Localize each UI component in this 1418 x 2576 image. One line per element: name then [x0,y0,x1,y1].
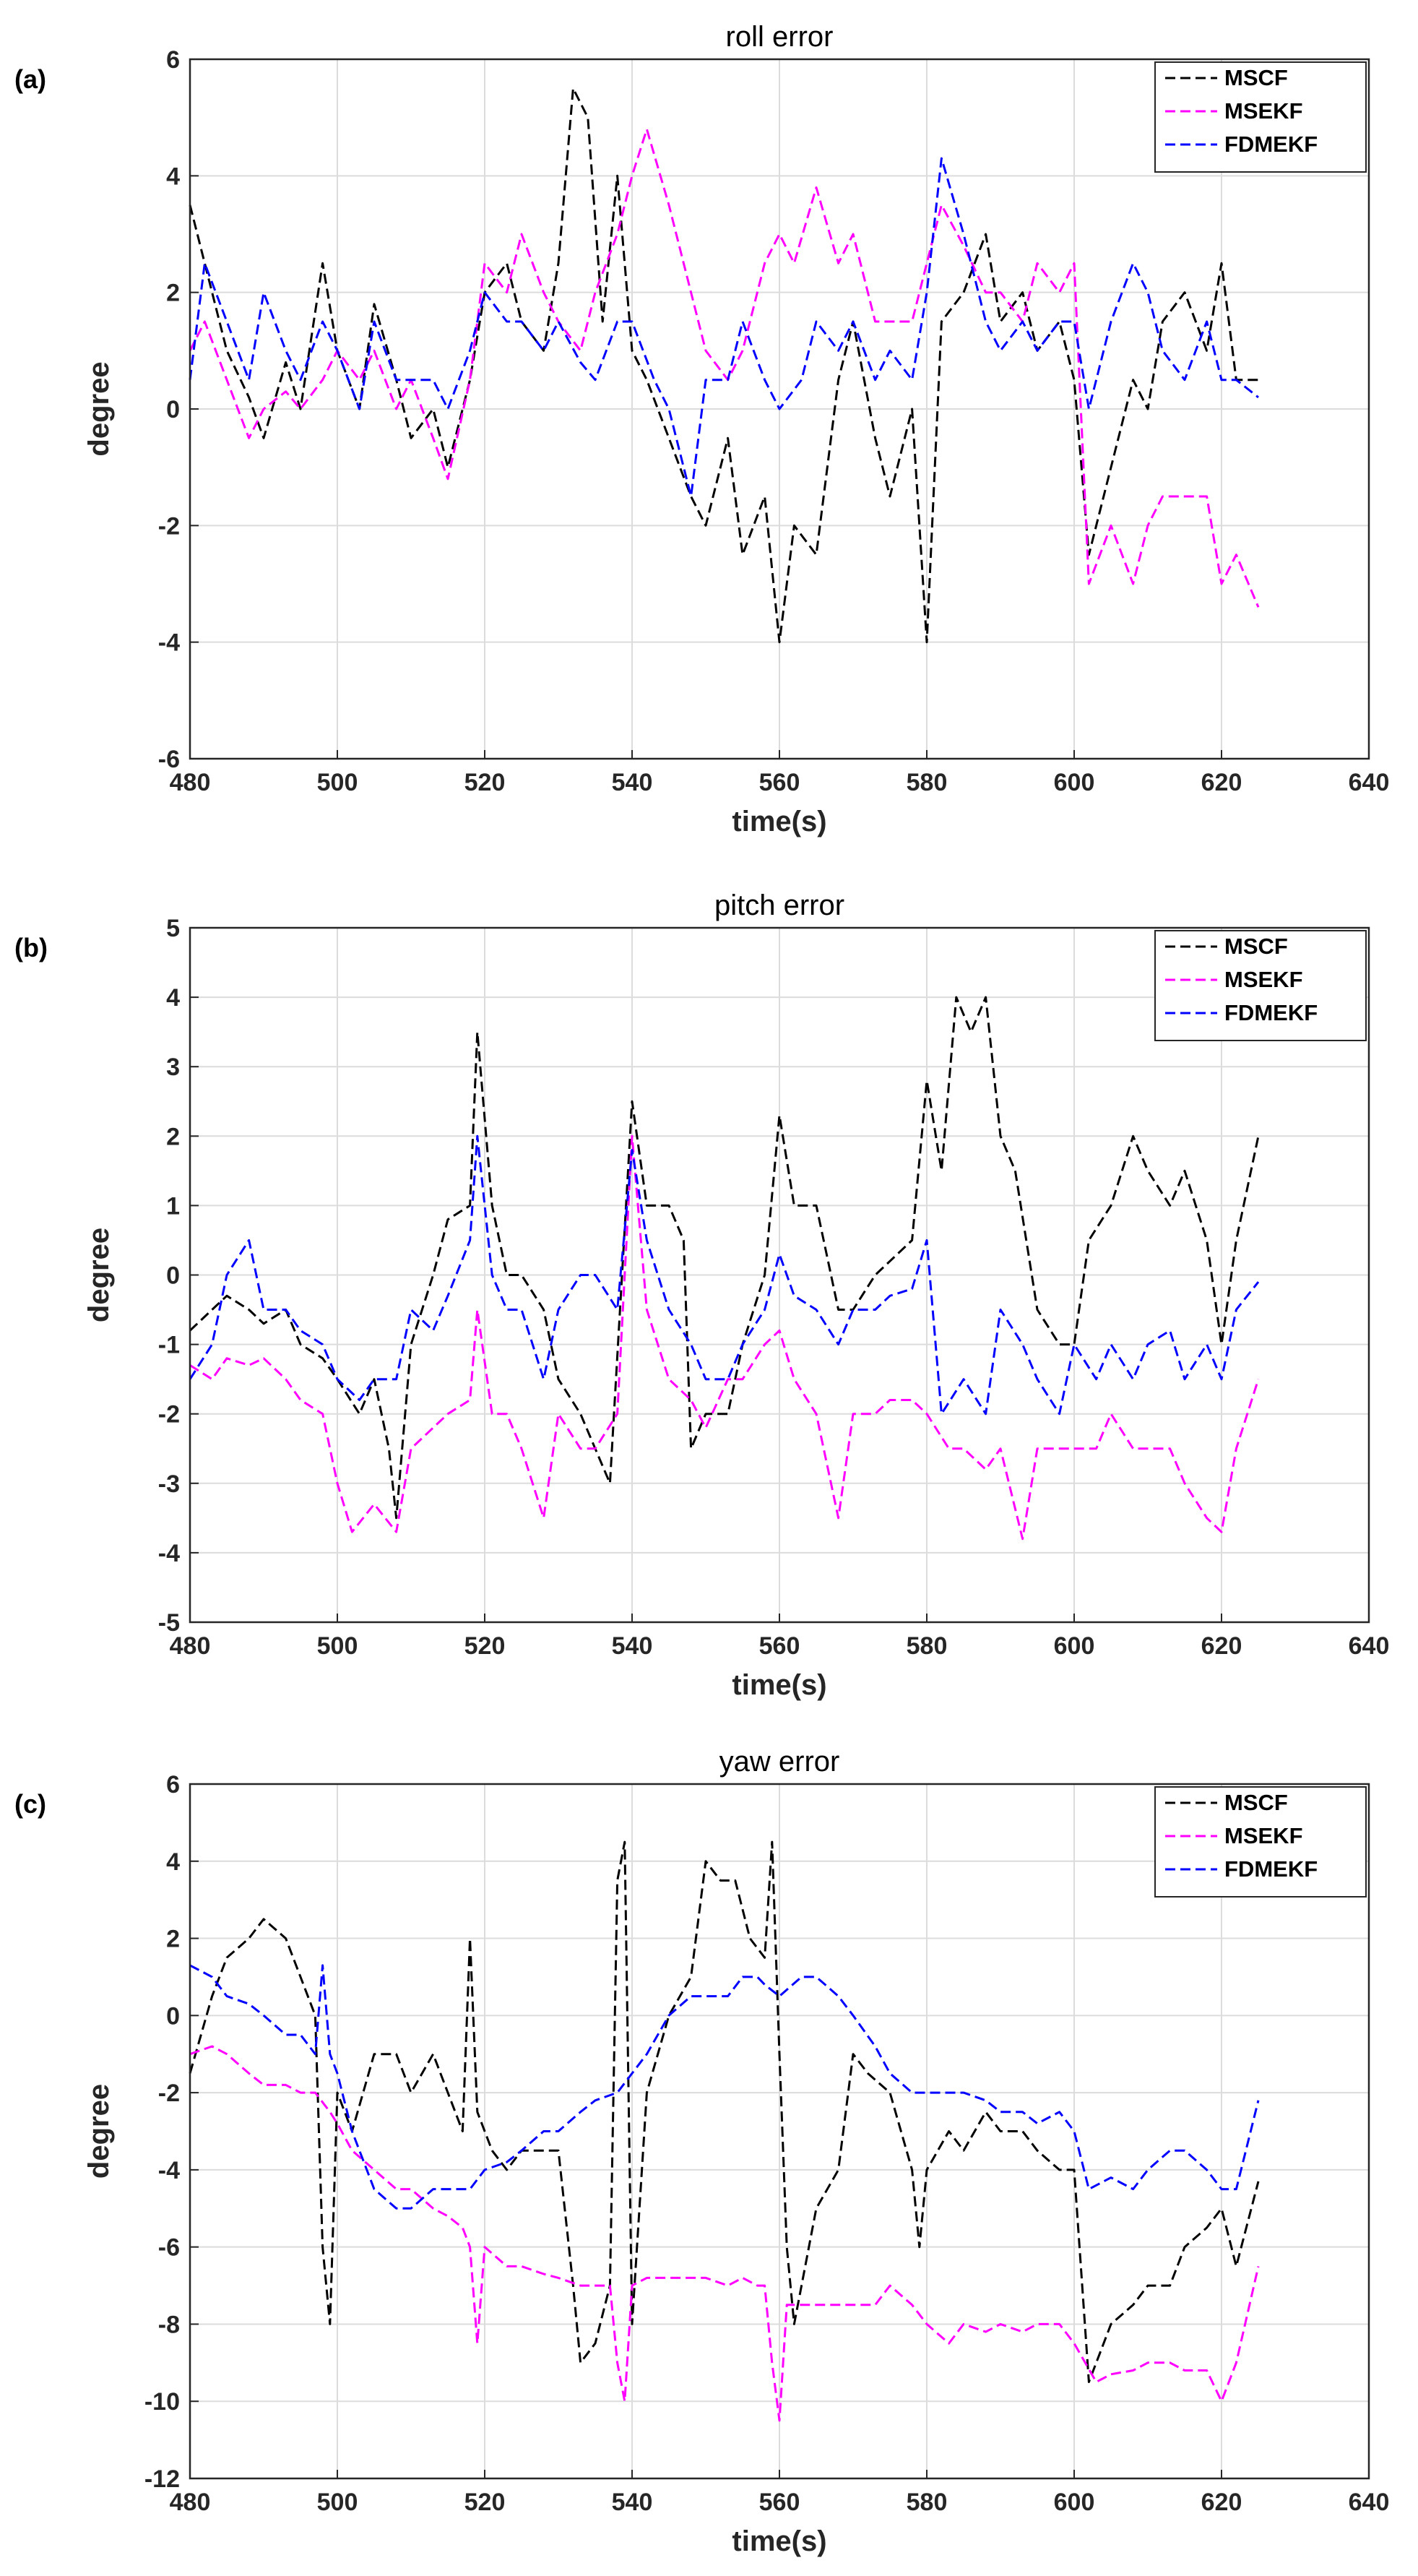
roll-error-x-tick-label: 520 [464,769,506,796]
yaw-error-x-tick-label: 560 [759,2489,800,2516]
yaw-error-x-axis-label: time(s) [732,2525,826,2557]
yaw-error-x-tick-label: 640 [1349,2489,1390,2516]
pitch-error-title: pitch error [714,889,844,921]
yaw-error-y-axis-label: degree [83,2084,115,2179]
yaw-error-legend-entry-mscf: MSCF [1224,1790,1288,1815]
roll-error-legend-box [1154,61,1367,173]
pitch-error-x-tick-label: 560 [759,1632,800,1660]
pitch-error-legend-entry-mscf: MSCF [1224,934,1288,959]
yaw-error-legend: MSCF MSEKF FDMEKF [1154,1786,1367,1897]
roll-error-x-tick-label: 560 [759,769,800,796]
pitch-error-y-tick-label: 3 [166,1054,180,1081]
pitch-error-x-tick-label: 480 [170,1632,211,1660]
pitch-error-x-tick-label: 520 [464,1632,506,1660]
roll-error-legend-entry-fdmekf: FDMEKF [1224,132,1318,157]
yaw-error-series-msekf-line [189,2045,1260,2422]
roll-error-x-tick-label: 640 [1349,769,1390,796]
pitch-error-series-mscf-line [189,996,1260,1520]
yaw-error-x-tick-label: 520 [464,2489,506,2516]
roll-error-x-axis-label: time(s) [732,806,826,837]
roll-error-y-tick-label: 0 [166,396,180,423]
pitch-error-legend-box [1154,930,1367,1041]
roll-error-series-fdmekf-line [189,157,1259,498]
roll-error-legend: MSCF MSEKF FDMEKF [1154,61,1367,173]
yaw-error-y-tick-label: -8 [158,2311,180,2338]
pitch-error-y-tick-label: 5 [166,915,180,942]
roll-error-x-tick-label: 580 [907,769,948,796]
pitch-error-y-axis-label: degree [83,1228,115,1322]
yaw-error-series-mscf-line [189,1840,1260,2383]
pitch-error-y-tick-label: -1 [158,1332,180,1359]
pitch-error-x-tick-label: 580 [907,1632,948,1660]
pitch-error-legend-entry-msekf: MSEKF [1224,967,1303,992]
roll-error-x-tick-label: 500 [317,769,358,796]
pitch-error-y-tick-label: 1 [166,1192,180,1220]
pitch-error-y-tick-label: -2 [158,1401,180,1429]
roll-error-x-tick-label: 480 [170,769,211,796]
yaw-error-x-tick-label: 540 [612,2489,653,2516]
pitch-error-panel-label: (b) [14,933,48,962]
yaw-error-y-tick-label: -4 [158,2157,180,2184]
roll-error-y-axis-label: degree [83,361,115,456]
yaw-error-x-tick-label: 500 [317,2489,358,2516]
pitch-error-series-fdmekf-line [189,1134,1260,1416]
roll-error-y-tick-label: 2 [166,280,180,307]
roll-error-chart: 480 500 520 540 560 580 600 620 640 -6 -4 -2 0 2 4 6 rol… [14,21,1389,837]
pitch-error-chart: 480 500 520 540 560 580 600 620 640 -5 -4 -3 -2 -1 0 1 2… [14,889,1389,1701]
yaw-error-y-tick-label: -10 [144,2388,180,2416]
yaw-error-x-tick-label: 580 [907,2489,948,2516]
yaw-error-legend-entry-msekf: MSEKF [1224,1823,1303,1848]
yaw-error-series-fdmekf-line [189,1964,1260,2210]
roll-error-legend-entry-msekf: MSEKF [1224,98,1303,124]
roll-error-y-tick-label: 4 [166,163,180,190]
roll-error-x-tick-label: 600 [1054,769,1095,796]
roll-error-y-tick-label: -6 [158,746,180,773]
pitch-error-x-tick-label: 540 [612,1632,653,1660]
pitch-error-x-tick-label: 500 [317,1632,358,1660]
roll-error-title: roll error [726,21,834,53]
yaw-error-y-tick-label: -2 [158,2080,180,2107]
pitch-error-y-tick-label: 4 [166,984,180,1012]
pitch-error-y-tick-label: 0 [166,1262,180,1290]
pitch-error-series-msekf-line [189,1134,1260,1541]
yaw-error-y-tick-label: -6 [158,2234,180,2262]
pitch-error-x-axis-label: time(s) [732,1669,826,1701]
roll-error-legend-entry-mscf: MSCF [1224,65,1288,90]
pitch-error-legend-entry-fdmekf: FDMEKF [1224,1000,1318,1025]
roll-error-x-tick-label: 540 [612,769,653,796]
yaw-error-y-tick-label: 0 [166,2002,180,2030]
roll-error-panel-label: (a) [14,64,46,94]
yaw-error-y-tick-label: -12 [144,2465,180,2493]
pitch-error-y-tick-label: -5 [158,1609,180,1637]
yaw-error-panel-label: (c) [14,1789,46,1819]
pitch-error-x-tick-label: 640 [1349,1632,1390,1660]
yaw-error-legend-box [1154,1786,1367,1897]
yaw-error-chart: 480 500 520 540 560 580 600 620 640-12-10-8-6-4-… [14,1746,1389,2557]
roll-error-y-tick-label: -2 [158,512,180,540]
yaw-error-x-tick-label: 600 [1054,2489,1095,2516]
roll-error-y-tick-label: -4 [158,629,180,657]
pitch-error-y-tick-label: -3 [158,1470,180,1498]
pitch-error-x-tick-label: 620 [1201,1632,1242,1660]
roll-error-x-tick-label: 620 [1201,769,1242,796]
roll-error-series-mscf-line [189,87,1258,644]
yaw-error-legend-entry-fdmekf: FDMEKF [1224,1856,1318,1882]
pitch-error-legend: MSCF MSEKF FDMEKF [1154,930,1367,1041]
pitch-error-x-tick-label: 600 [1054,1632,1095,1660]
yaw-error-x-tick-label: 480 [170,2489,211,2516]
yaw-error-x-tick-label: 620 [1201,2489,1242,2516]
yaw-error-y-tick-label: 6 [166,1771,180,1799]
yaw-error-y-tick-label: 4 [166,1848,180,1876]
yaw-error-title: yaw error [719,1746,840,1778]
yaw-error-y-tick-label: 2 [166,1926,180,1953]
roll-error-y-tick-label: 6 [166,46,180,74]
pitch-error-y-tick-label: -4 [158,1540,180,1567]
pitch-error-y-tick-label: 2 [166,1123,180,1150]
